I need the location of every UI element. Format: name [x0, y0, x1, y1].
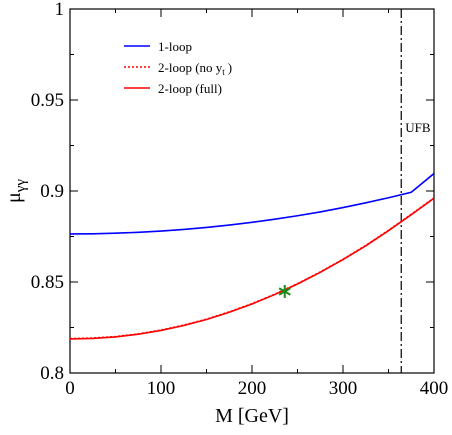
- legend-label-2loop-noyt: 2-loop (no yt): [158, 60, 232, 77]
- axis-tick-labels: 0 100 200 300 400 0.8 0.85 0.9 0.95 1: [31, 0, 449, 399]
- x-tick-label: 200: [238, 378, 267, 399]
- legend: 1-loop 2-loop (no yt) 2-loop (full): [124, 39, 232, 96]
- y-axis-title: μγγ: [3, 179, 29, 203]
- y-tick-label: 1: [55, 0, 65, 20]
- x-tick-label: 300: [329, 378, 358, 399]
- plot-frame: [69, 8, 435, 374]
- marker-layer: [278, 284, 291, 298]
- series-layer: [70, 172, 434, 340]
- y-tick-label: 0.95: [31, 90, 64, 111]
- y-tick-label: 0.9: [40, 181, 64, 202]
- series-2loop-full-line: [70, 197, 434, 340]
- x-axis-title: M [GeV]: [215, 405, 289, 427]
- y-tick-label: 0.85: [31, 272, 64, 293]
- x-tick-label: 400: [420, 378, 449, 399]
- x-tick-label: 0: [65, 378, 75, 399]
- series-1loop-line: [70, 172, 434, 235]
- ufb-label: UFB: [405, 120, 431, 135]
- x-tick-label: 100: [147, 378, 176, 399]
- legend-label-1loop: 1-loop: [158, 39, 192, 54]
- benchmark-star-marker: [278, 284, 291, 298]
- y-tick-label: 0.8: [40, 363, 64, 384]
- axis-ticks: [69, 8, 435, 374]
- svg-text:μγγ: μγγ: [3, 179, 29, 203]
- legend-label-2loop-full: 2-loop (full): [158, 81, 222, 96]
- series-2loop-noyt-line: [70, 197, 434, 340]
